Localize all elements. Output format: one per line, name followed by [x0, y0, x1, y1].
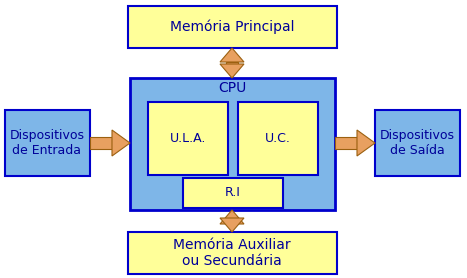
Text: U.L.A.: U.L.A. — [170, 131, 206, 145]
FancyBboxPatch shape — [238, 102, 318, 175]
FancyBboxPatch shape — [128, 232, 337, 274]
Text: Memória Auxiliar
ou Secundária: Memória Auxiliar ou Secundária — [173, 238, 291, 268]
Polygon shape — [220, 48, 244, 62]
FancyBboxPatch shape — [183, 178, 283, 208]
FancyBboxPatch shape — [5, 110, 90, 176]
Text: Dispositivos
de Saída: Dispositivos de Saída — [380, 129, 454, 157]
Polygon shape — [335, 137, 357, 149]
Text: Memória Principal: Memória Principal — [170, 20, 294, 34]
Polygon shape — [112, 130, 130, 156]
Polygon shape — [220, 64, 244, 78]
Text: R.I: R.I — [225, 187, 241, 200]
FancyBboxPatch shape — [148, 102, 228, 175]
Polygon shape — [226, 218, 238, 224]
Polygon shape — [220, 218, 244, 232]
Polygon shape — [226, 62, 238, 64]
Polygon shape — [220, 210, 244, 224]
Text: CPU: CPU — [218, 81, 246, 95]
Text: Dispositivos
de Entrada: Dispositivos de Entrada — [9, 129, 85, 157]
FancyBboxPatch shape — [130, 78, 335, 210]
Polygon shape — [357, 130, 375, 156]
FancyBboxPatch shape — [375, 110, 460, 176]
Text: U.C.: U.C. — [265, 131, 291, 145]
Polygon shape — [90, 137, 112, 149]
FancyBboxPatch shape — [128, 6, 337, 48]
